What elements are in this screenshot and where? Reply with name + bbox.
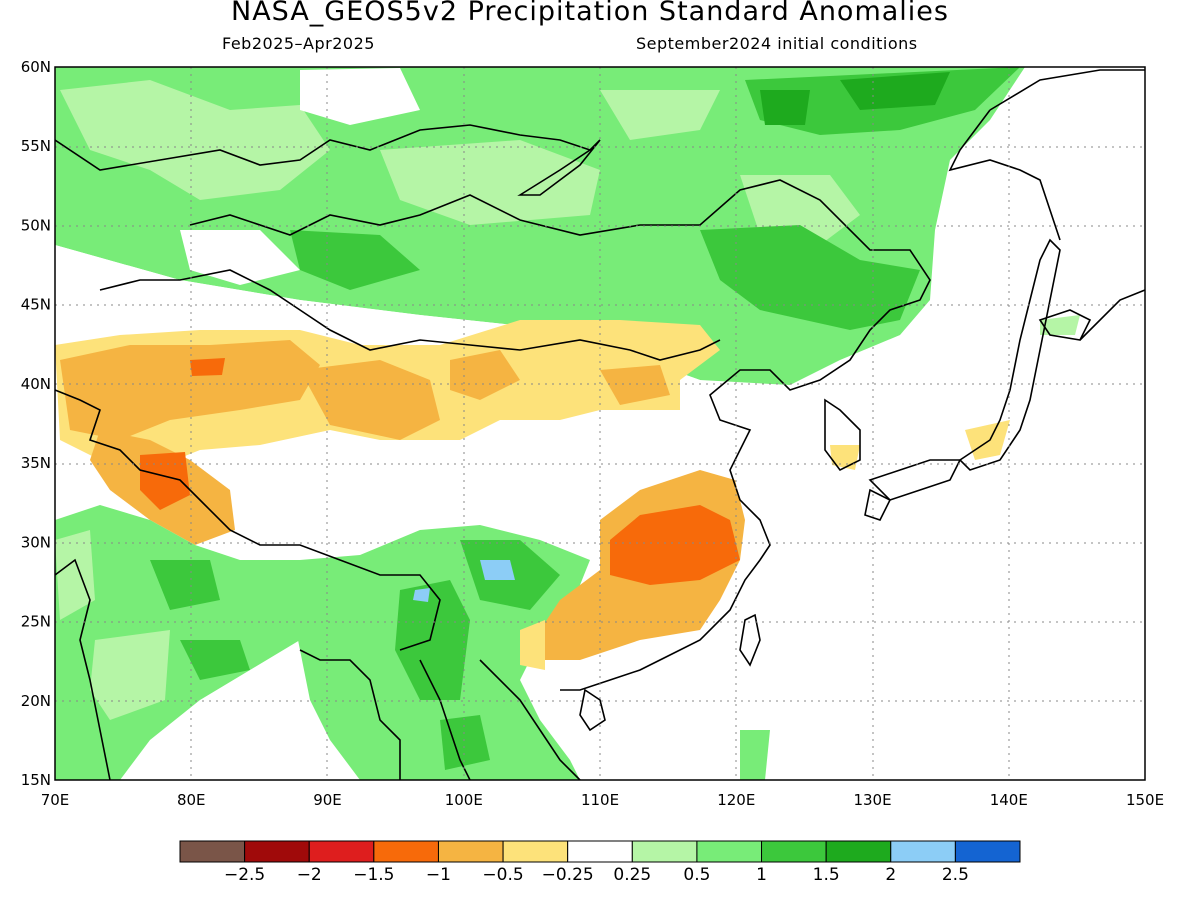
lon-label: 120E xyxy=(717,791,755,809)
lon-label: 140E xyxy=(990,791,1028,809)
lon-label: 150E xyxy=(1126,791,1164,809)
longitude-labels: 70E 80E 90E 100E 110E 120E 130E 140E 150E xyxy=(41,791,1164,809)
colorbar-swatch xyxy=(308,840,375,863)
lat-label: 55N xyxy=(21,137,51,155)
map-title: NASA_GEOS5v2 Precipitation Standard Anom… xyxy=(231,0,949,27)
lon-label: 100E xyxy=(445,791,483,809)
latitude-labels: 60N 55N 50N 45N 40N 35N 30N 25N 20N 15N xyxy=(21,58,51,789)
colorbar-swatch xyxy=(502,840,569,863)
lat-label: 60N xyxy=(21,58,51,76)
initial-conditions: September2024 initial conditions xyxy=(636,34,918,53)
colorbar-label: 0.5 xyxy=(683,865,710,885)
lon-label: 90E xyxy=(313,791,342,809)
colorbar-label: −0.5 xyxy=(482,865,523,885)
colorbar-label: −0.25 xyxy=(542,865,594,885)
colorbar-label: 1.5 xyxy=(813,865,840,885)
lon-label: 80E xyxy=(177,791,206,809)
colorbar-label: 1 xyxy=(756,865,767,885)
colorbar-swatch xyxy=(567,840,633,863)
colorbar-swatch xyxy=(437,840,504,863)
colorbar-swatch xyxy=(825,840,892,863)
colorbar-labels: −2.5 −2 −1.5 −1 −0.5 −0.25 0.25 0.5 1 1.5 2 2.5 xyxy=(224,865,969,885)
colorbar-swatch xyxy=(696,840,763,863)
colorbar-swatch xyxy=(244,840,310,863)
colorbar-swatch xyxy=(179,840,246,863)
lat-label: 50N xyxy=(21,216,51,234)
lat-label: 30N xyxy=(21,533,51,551)
map-frame xyxy=(54,66,1146,781)
lat-label: 25N xyxy=(21,613,51,631)
coastlines xyxy=(55,69,1145,780)
colorbar-label: 2 xyxy=(885,865,896,885)
colorbar-swatch xyxy=(761,840,827,863)
lon-label: 110E xyxy=(581,791,619,809)
lat-label: 45N xyxy=(21,296,51,314)
lat-label: 40N xyxy=(21,375,51,393)
lat-label: 20N xyxy=(21,692,51,710)
colorbar-swatch xyxy=(631,840,698,863)
colorbar-swatch xyxy=(890,840,956,863)
colorbar-swatch xyxy=(954,840,1021,863)
lon-label: 130E xyxy=(853,791,891,809)
colorbar xyxy=(179,840,1021,863)
colorbar-label: 0.25 xyxy=(613,865,651,885)
colorbar-label: −1.5 xyxy=(353,865,394,885)
lon-label: 70E xyxy=(41,791,70,809)
colorbar-label: −2.5 xyxy=(224,865,265,885)
colorbar-label: 2.5 xyxy=(942,865,969,885)
colorbar-label: −2 xyxy=(297,865,322,885)
colorbar-swatch xyxy=(373,840,439,863)
lat-label: 15N xyxy=(21,771,51,789)
lat-label: 35N xyxy=(21,454,51,472)
colorbar-label: −1 xyxy=(426,865,451,885)
forecast-period: Feb2025–Apr2025 xyxy=(222,34,375,53)
